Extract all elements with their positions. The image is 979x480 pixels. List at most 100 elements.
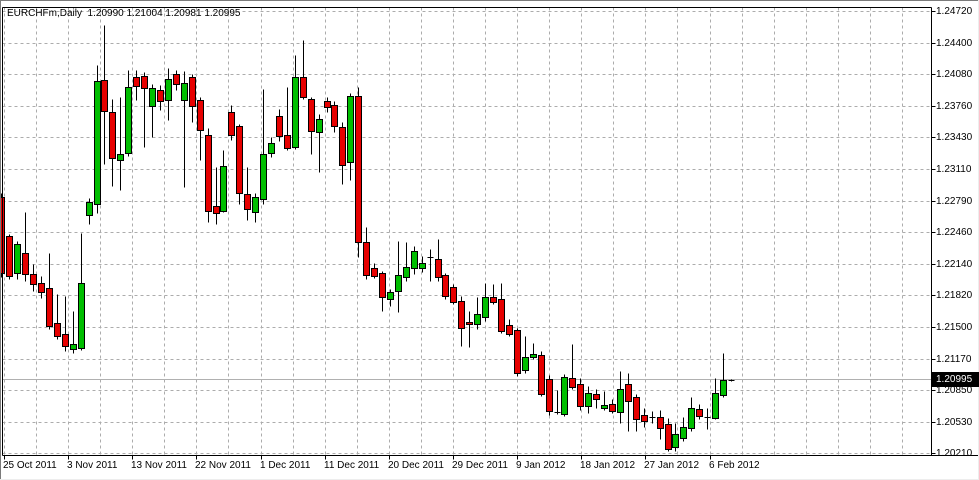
price-scale-label: 1.22140: [936, 259, 973, 270]
axis-ticks: [4, 11, 936, 460]
price-scale-label: 1.20210: [936, 448, 973, 459]
candle: [411, 246, 418, 275]
candle: [601, 391, 608, 411]
time-scale-label: 20 Dec 2011: [388, 460, 444, 471]
candle: [585, 386, 592, 414]
candle: [236, 124, 243, 205]
plot-border: [2, 7, 978, 456]
time-scale-label: 1 Dec 2011: [260, 460, 311, 471]
candle: [704, 408, 711, 430]
candle: [252, 193, 259, 223]
price-scale-label: 1.20530: [936, 417, 973, 428]
candle: [593, 389, 600, 409]
candle: [498, 283, 505, 334]
candle: [577, 378, 584, 411]
candle: [205, 128, 212, 223]
candle: [680, 417, 687, 442]
candle: [268, 137, 275, 158]
time-scale-label: 22 Nov 2011: [195, 460, 251, 471]
candle: [173, 70, 180, 91]
candle: [514, 328, 521, 377]
candle: [197, 97, 204, 161]
candle: [101, 25, 108, 165]
candle: [427, 249, 434, 282]
candle: [70, 311, 77, 354]
candle: [363, 227, 370, 280]
candle: [6, 234, 13, 280]
candle: [38, 276, 45, 299]
candle: [149, 84, 156, 138]
candle: [86, 198, 93, 225]
price-scale-label: 1.24400: [936, 38, 973, 49]
candle: [260, 89, 267, 205]
candle: [720, 353, 727, 398]
candle: [189, 74, 196, 123]
candle: [696, 404, 703, 420]
candle: [625, 373, 632, 432]
candle: [331, 101, 338, 133]
candle: [308, 97, 315, 155]
candle: [165, 68, 172, 121]
chart-title: EURCHFm,Daily 1.20990 1.21004 1.20981 1.…: [7, 8, 241, 19]
grid: [2, 7, 932, 456]
candle: [347, 93, 354, 181]
candle: [220, 150, 227, 213]
time-scale-label: 29 Dec 2011: [452, 460, 508, 471]
candle: [617, 371, 624, 424]
candle: [316, 114, 323, 173]
candle: [157, 85, 164, 111]
candle: [403, 242, 410, 282]
time-scale-label: 13 Nov 2011: [131, 460, 187, 471]
candle: [657, 410, 664, 440]
candle: [712, 378, 719, 420]
time-scale-label: 6 Feb 2012: [709, 460, 760, 471]
time-scale-label: 11 Dec 2011: [324, 460, 380, 471]
candle: [665, 418, 672, 452]
candle: [688, 397, 695, 432]
candle: [30, 264, 37, 292]
candle: [284, 87, 291, 151]
candle: [228, 105, 235, 141]
price-scale-label: 1.21820: [936, 290, 973, 301]
candle: [244, 167, 251, 221]
price-scale-label: 1.21500: [936, 322, 973, 333]
candles: [0, 25, 735, 452]
candle: [62, 296, 69, 352]
candle: [609, 399, 616, 414]
candle: [561, 374, 568, 417]
price-scale-label: 1.23430: [936, 132, 973, 143]
candle: [78, 233, 85, 351]
candle: [569, 344, 576, 390]
candle: [292, 55, 299, 150]
candle: [672, 423, 679, 452]
candle: [546, 375, 553, 416]
candle: [181, 71, 188, 188]
time-scale-label: 3 Nov 2011: [67, 460, 118, 471]
candle: [466, 311, 473, 348]
candle: [728, 379, 735, 382]
candle: [474, 297, 481, 330]
candle: [458, 296, 465, 347]
candle: [538, 351, 545, 397]
candle: [371, 263, 378, 279]
candle: [379, 271, 386, 312]
price-scale-label: 1.24080: [936, 69, 973, 80]
time-scale-label: 25 Oct 2011: [3, 460, 57, 471]
price-scale-label: 1.23110: [936, 164, 972, 175]
candle: [419, 256, 426, 273]
candle: [339, 122, 346, 185]
candle: [141, 72, 148, 148]
candle: [355, 87, 362, 258]
candle: [641, 408, 648, 428]
candle: [213, 167, 220, 225]
candle: [554, 390, 561, 415]
price-scale-label: 1.22460: [936, 227, 973, 238]
candle: [54, 294, 61, 340]
candle: [109, 99, 116, 187]
candle: [482, 283, 489, 322]
price-scale-label: 1.20850: [936, 385, 973, 396]
time-scale-label: 18 Jan 2012: [580, 460, 636, 471]
